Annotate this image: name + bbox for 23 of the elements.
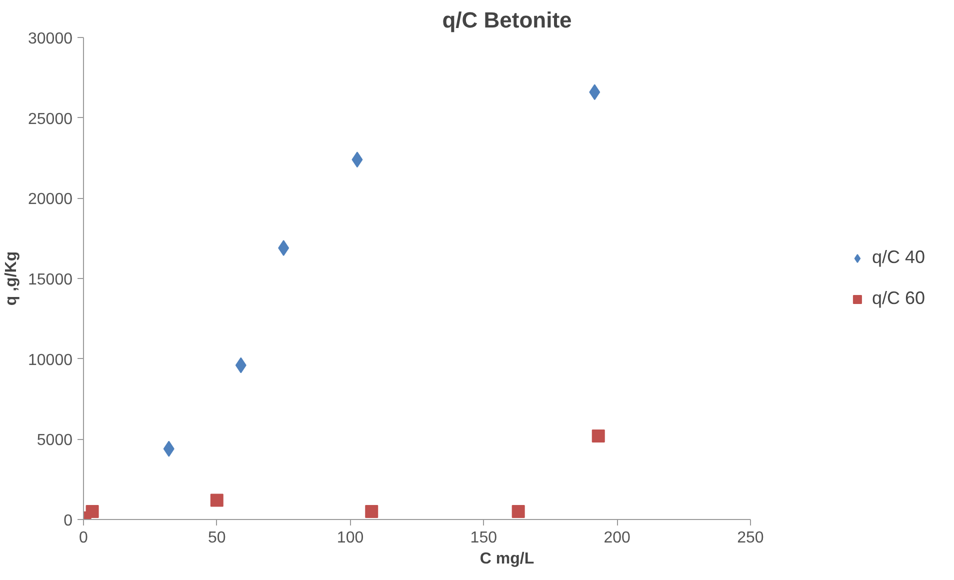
point [210, 494, 224, 507]
y-tick-label: 10000 [28, 352, 73, 369]
point [512, 504, 525, 518]
x-tick-label: 250 [737, 530, 764, 546]
y-tick-label: 5000 [36, 432, 73, 450]
y-tick-label: 25000 [28, 110, 73, 128]
legend-label: q/C 40 [872, 247, 925, 268]
point [86, 504, 99, 518]
point [592, 429, 605, 442]
x-tick-label: 50 [208, 530, 226, 546]
x-tick-label: 200 [604, 530, 630, 546]
x-tick-label: 150 [470, 530, 498, 546]
chart-title: q/C Betonite [442, 8, 572, 32]
point [365, 504, 378, 518]
legend-label: q/C 60 [872, 288, 925, 309]
y-tick-label: 15000 [28, 272, 73, 288]
x-tick-label: 100 [336, 530, 364, 546]
x-axis-title: C mg/L [480, 550, 534, 568]
y-tick-label: 30000 [28, 30, 73, 48]
y-axis-title: q ,g/Kg [3, 251, 20, 306]
x-tick-label: 0 [79, 530, 88, 546]
y-tick-label: 20000 [28, 191, 73, 208]
y-tick-label: 0 [64, 512, 73, 530]
